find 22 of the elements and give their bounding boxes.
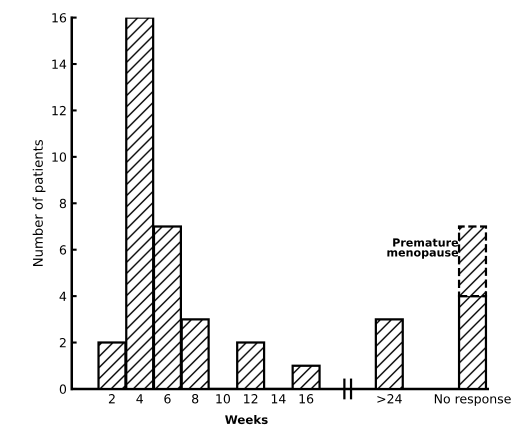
y-tick-label: 12 (52, 106, 66, 116)
y-tick-label: 4 (60, 292, 66, 301)
x-tick-label: >24 (377, 394, 402, 404)
y-tick-label: 16 (52, 13, 66, 23)
x-tick-label: 6 (164, 394, 171, 404)
y-tick-label: 8 (60, 198, 66, 208)
x-tick-label: 12 (244, 394, 258, 404)
y-tick-label: 2 (60, 338, 66, 348)
series-label: Premature menopause (387, 238, 458, 259)
x-tick-label: 4 (136, 394, 143, 404)
y-tick-label: 10 (52, 152, 66, 162)
y-tick-label: 0 (60, 384, 66, 394)
y-tick-label: 6 (60, 245, 66, 255)
x-tick-label: 16 (300, 394, 314, 404)
x-tick-label: 10 (216, 394, 230, 404)
x-tick-label: 2 (108, 394, 115, 404)
x-axis-title: Weeks (225, 414, 268, 424)
x-tick-label: 14 (272, 394, 286, 404)
x-tick-label: 8 (192, 394, 198, 404)
y-tick-label: 14 (52, 60, 66, 69)
y-axis-title: Number of patients (32, 140, 46, 266)
x-tick-label: No response (434, 394, 511, 406)
